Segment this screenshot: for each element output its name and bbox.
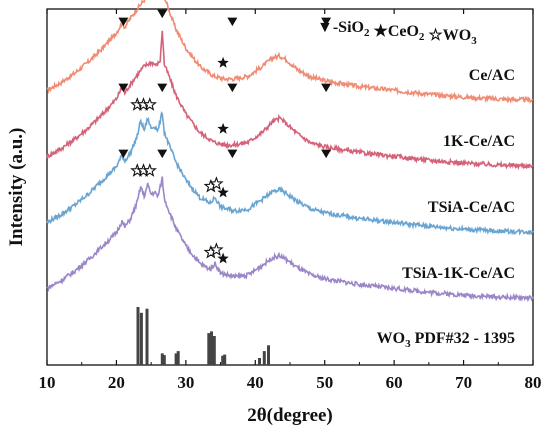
x-tick-label: 80 (525, 373, 542, 392)
svg-text:▼-SiO2 ★CeO2 ☆WO3: ▼-SiO2 ★CeO2 ☆WO3 (317, 19, 477, 47)
sio2-marker (157, 149, 168, 159)
series-label: TSiA-Ce/AC (428, 199, 515, 216)
series-line (46, 0, 534, 105)
x-tick-label: 10 (39, 373, 56, 392)
reference-peak (160, 353, 164, 365)
reference-peak (174, 353, 178, 365)
series-line (46, 111, 534, 236)
wo3-marker (142, 97, 157, 111)
reference-peak (145, 308, 149, 365)
marker-layer (118, 9, 332, 264)
ceo2-marker (217, 122, 229, 134)
sio2-marker (321, 149, 332, 159)
reference-peak (136, 307, 140, 365)
reference-label: WO3 PDF#32 - 1395 (377, 330, 515, 350)
reference-peak (210, 331, 213, 365)
x-tick-label: 20 (108, 373, 125, 392)
sio2-marker (157, 83, 168, 93)
series-layer: Ce/AC 1K-Ce/AC TSiA-Ce/AC TSiA-1K-Ce/AC (46, 0, 534, 303)
x-tick-label: 40 (247, 373, 264, 392)
legend: ▼-SiO2 ★CeO2 ☆WO3 (317, 19, 477, 47)
ceo2-marker (217, 252, 229, 264)
sio2-marker (227, 149, 238, 159)
series-label: Ce/AC (469, 67, 515, 84)
series-label: TSiA-1K-Ce/AC (402, 265, 515, 282)
sio2-marker (321, 83, 332, 93)
reference-peak (176, 351, 180, 365)
wo3-marker (209, 176, 224, 190)
sio2-marker (118, 149, 129, 159)
reference-peak (258, 358, 261, 365)
y-axis-title: Intensity (a.u.) (6, 128, 27, 247)
x-tick-label: 60 (386, 373, 403, 392)
reference-peak (221, 355, 225, 365)
sio2-marker (321, 17, 332, 27)
wo3-marker (142, 163, 157, 177)
x-axis: 10 20 30 40 50 60 70 80 (39, 9, 542, 392)
reference-peak (223, 354, 227, 365)
series-line (46, 30, 534, 171)
sio2-marker (157, 9, 168, 19)
reference-peak (207, 333, 211, 365)
sio2-marker (118, 17, 129, 27)
plot-frame (46, 8, 534, 366)
reference-peak (162, 355, 166, 365)
reference-pattern: WO3 PDF#32 - 1395 (136, 307, 515, 365)
sio2-marker (118, 83, 129, 93)
ceo2-marker (217, 186, 229, 198)
x-tick-label: 50 (316, 373, 333, 392)
reference-peak (262, 351, 266, 365)
series-line (46, 176, 534, 303)
sio2-marker (227, 17, 238, 27)
series-label: 1K-Ce/AC (443, 133, 515, 150)
reference-peak (267, 345, 270, 365)
ceo2-marker (217, 56, 229, 68)
x-axis-title: 2θ(degree) (247, 405, 333, 426)
x-tick-label: 70 (455, 373, 472, 392)
reference-peak (212, 336, 216, 365)
reference-peak (139, 312, 143, 365)
sio2-marker (227, 83, 238, 93)
x-tick-label: 30 (177, 373, 194, 392)
wo3-marker (209, 242, 224, 256)
